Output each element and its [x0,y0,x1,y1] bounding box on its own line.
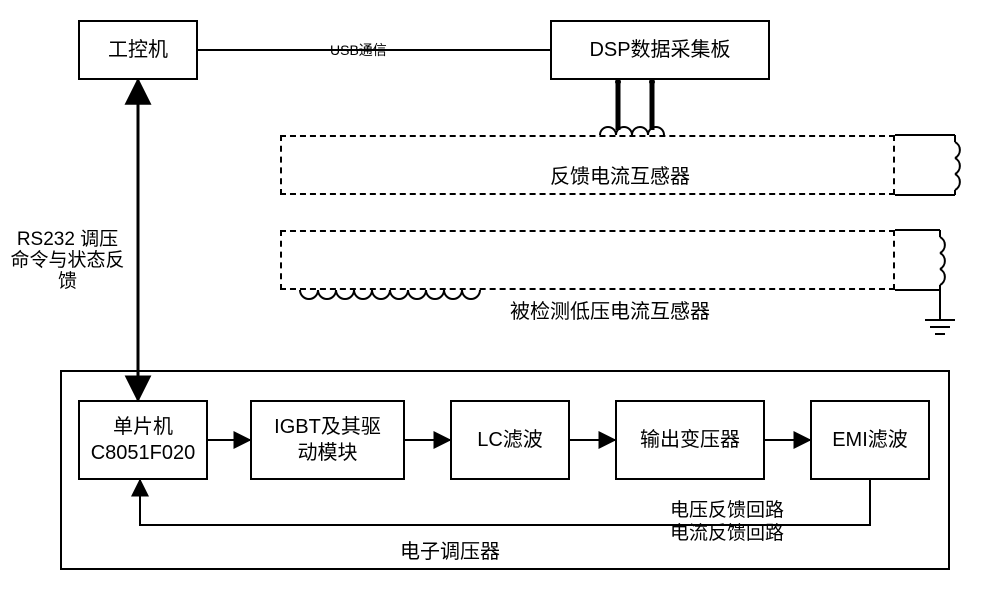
igbt-label: IGBT及其驱 动模块 [274,414,381,466]
xfmr-node: 输出变压器 [615,400,765,480]
igbt-node: IGBT及其驱 动模块 [250,400,405,480]
emi-node: EMI滤波 [810,400,930,480]
rs232-label: RS232 调压命令与状态反馈 [10,230,125,293]
mcu-node: 单片机 C8051F020 [78,400,208,480]
ifb-label: 电流反馈回路 [670,518,784,545]
lc-node: LC滤波 [450,400,570,480]
emi-label: EMI滤波 [832,427,908,453]
xfmr-label: 输出变压器 [640,427,740,453]
ipc-label: 工控机 [108,37,168,63]
dut-ct-rect [280,230,895,290]
dut-ct-label: 被检测低压电流互感器 [510,295,710,324]
dsp-label: DSP数据采集板 [589,37,730,63]
lc-label: LC滤波 [477,427,543,453]
usb-label: USB通信 [330,40,387,60]
feedback-ct-label: 反馈电流互感器 [550,160,690,189]
ipc-node: 工控机 [78,20,198,80]
regulator-label: 电子调压器 [400,535,500,564]
mcu-label: 单片机 C8051F020 [91,414,196,466]
dsp-node: DSP数据采集板 [550,20,770,80]
